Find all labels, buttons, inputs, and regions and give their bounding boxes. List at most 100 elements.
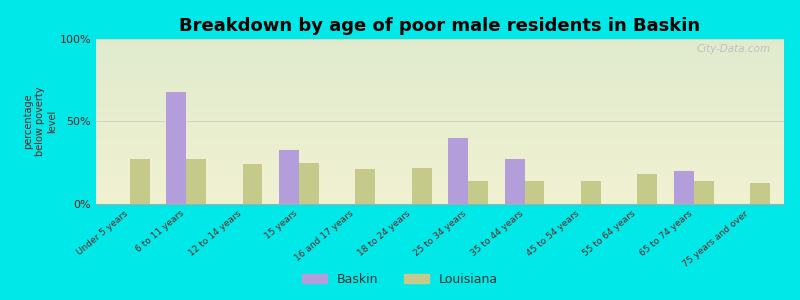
Bar (96, 159, 784, 160)
Bar (96, 57, 784, 58)
Bar (96, 139, 784, 140)
Bar (96, 71, 784, 72)
Bar (96, 56, 784, 57)
Bar (96, 59, 784, 60)
Bar (96, 170, 784, 171)
Text: City-Data.com: City-Data.com (696, 44, 770, 54)
Bar (96, 94, 784, 95)
Legend: Baskin, Louisiana: Baskin, Louisiana (297, 268, 503, 291)
Bar (96, 120, 784, 121)
Bar (468, 181, 488, 204)
Bar (96, 167, 784, 168)
Bar (96, 191, 784, 192)
Bar (96, 161, 784, 162)
Bar (96, 84, 784, 85)
Bar (96, 114, 784, 115)
Bar (96, 93, 784, 94)
Bar (96, 200, 784, 201)
Bar (96, 197, 784, 198)
Bar (96, 111, 784, 112)
Bar (96, 149, 784, 150)
Bar (96, 194, 784, 195)
Bar (96, 199, 784, 200)
Bar (96, 103, 784, 104)
Bar (96, 148, 784, 149)
Bar (96, 91, 784, 92)
Bar (96, 198, 784, 199)
Bar (96, 67, 784, 68)
Bar (96, 178, 784, 179)
Bar (96, 113, 784, 114)
Bar (96, 70, 784, 71)
Bar (96, 102, 784, 103)
Bar (96, 66, 784, 67)
Bar (96, 195, 784, 196)
Bar (96, 201, 784, 202)
Bar (96, 172, 784, 173)
Bar (96, 45, 784, 46)
Bar (96, 122, 784, 123)
Bar (96, 116, 784, 117)
Bar (449, 138, 468, 204)
Bar (96, 88, 784, 89)
Bar (166, 92, 186, 204)
Bar (96, 185, 784, 186)
Bar (96, 125, 784, 126)
Bar (96, 77, 784, 78)
Bar (96, 90, 784, 91)
Bar (96, 132, 784, 133)
Bar (674, 171, 694, 204)
Bar (96, 164, 784, 165)
Bar (96, 192, 784, 193)
Bar (96, 129, 784, 130)
Bar (96, 85, 784, 86)
Bar (96, 96, 784, 97)
Bar (96, 83, 784, 84)
Bar (96, 75, 784, 76)
Bar (96, 189, 784, 190)
Bar (96, 49, 784, 50)
Bar (581, 181, 601, 204)
Bar (96, 106, 784, 107)
Bar (96, 143, 784, 144)
Bar (96, 109, 784, 110)
Bar (96, 156, 784, 157)
Bar (96, 202, 784, 203)
Bar (96, 64, 784, 65)
Bar (96, 144, 784, 145)
Bar (96, 128, 784, 129)
Bar (750, 182, 770, 204)
Bar (96, 123, 784, 124)
Bar (96, 171, 784, 172)
Bar (96, 157, 784, 158)
Bar (96, 43, 784, 44)
Bar (96, 121, 784, 122)
Bar (96, 154, 784, 155)
Bar (355, 169, 375, 204)
Bar (96, 162, 784, 163)
Bar (96, 51, 784, 52)
Bar (638, 174, 657, 204)
Bar (96, 135, 784, 136)
Bar (96, 52, 784, 53)
Bar (96, 163, 784, 164)
Bar (96, 130, 784, 131)
Bar (96, 95, 784, 96)
Bar (96, 168, 784, 169)
Bar (96, 203, 784, 204)
Bar (96, 151, 784, 152)
Bar (505, 159, 525, 204)
Bar (96, 39, 784, 40)
Bar (96, 127, 784, 128)
Bar (96, 89, 784, 90)
Bar (96, 183, 784, 184)
Bar (96, 92, 784, 93)
Bar (412, 168, 431, 204)
Bar (96, 141, 784, 142)
Bar (242, 164, 262, 204)
Bar (96, 119, 784, 120)
Bar (96, 79, 784, 80)
Bar (96, 50, 784, 51)
Bar (96, 181, 784, 182)
Bar (96, 182, 784, 183)
